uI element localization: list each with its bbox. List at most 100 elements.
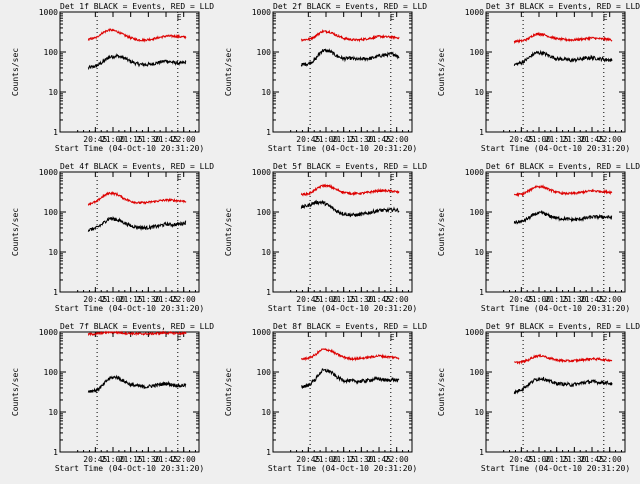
y-tick-label: 10 — [48, 248, 58, 257]
x-tick-label: 21:15 — [332, 295, 356, 304]
series-events-line — [87, 374, 187, 394]
series-events-line — [513, 376, 613, 395]
x-tick-label: 22:00 — [172, 455, 196, 464]
y-tick-label: 100 — [470, 48, 485, 57]
panel-det-3: Det 3f BLACK = Events, RED = LLD E 1 10 100 1… — [437, 2, 640, 153]
x-tick-label: 21:30 — [349, 455, 373, 464]
y-axis-label: Counts/sec — [11, 368, 20, 416]
y-tick-label: 1 — [266, 128, 271, 137]
y-tick-label: 10 — [474, 248, 484, 257]
y-axis-label: Counts/sec — [224, 48, 233, 96]
x-tick-label: 21:15 — [119, 295, 143, 304]
x-tick-label: 21:15 — [545, 135, 569, 144]
y-tick-label: 1000 — [252, 168, 271, 177]
y-tick-label: 1 — [53, 288, 58, 297]
series-lld-line — [300, 347, 400, 362]
x-tick-label: 21:30 — [136, 455, 160, 464]
panel-det-7: Det 7f BLACK = Events, RED = LLD E 1 10 100 1… — [11, 322, 214, 473]
x-tick-label: 22:00 — [172, 295, 196, 304]
series-lld-line — [87, 330, 187, 337]
end-marker: E — [177, 173, 182, 182]
x-tick-label: 21:45 — [580, 295, 604, 304]
x-tick-label: 20:45 — [296, 455, 320, 464]
y-tick-label: 1 — [479, 128, 484, 137]
x-tick-label: 21:45 — [367, 295, 391, 304]
x-tick-label: 21:00 — [314, 135, 338, 144]
x-tick-label: 21:30 — [562, 455, 586, 464]
y-axis-label: Counts/sec — [224, 208, 233, 256]
plot-frame — [59, 11, 200, 133]
end-marker: E — [390, 13, 395, 22]
plot-frame — [59, 171, 200, 293]
panel-det-4: Det 4f BLACK = Events, RED = LLD E 1 10 100 1… — [11, 162, 214, 313]
y-tick-label: 1 — [53, 448, 58, 457]
x-tick-label: 21:00 — [101, 295, 125, 304]
y-tick-label: 1 — [266, 448, 271, 457]
panel-title: Det 7f BLACK = Events, RED = LLD — [60, 322, 214, 331]
y-tick-label: 1000 — [465, 328, 484, 337]
panel-title: Det 1f BLACK = Events, RED = LLD — [60, 2, 214, 11]
x-tick-label: 22:00 — [385, 295, 409, 304]
series-events-line — [87, 53, 187, 71]
x-axis-label: Start Time (04-Oct-10 20:31:20) — [268, 464, 417, 473]
y-tick-label: 1000 — [252, 8, 271, 17]
x-axis-label: Start Time (04-Oct-10 20:31:20) — [481, 144, 630, 153]
y-axis-label: Counts/sec — [437, 48, 446, 96]
x-tick-label: 21:45 — [580, 455, 604, 464]
x-tick-label: 21:15 — [332, 135, 356, 144]
y-tick-label: 10 — [474, 408, 484, 417]
y-tick-label: 100 — [257, 368, 272, 377]
series-lld-line — [513, 31, 613, 45]
x-tick-label: 20:45 — [509, 455, 533, 464]
x-tick-label: 22:00 — [598, 455, 622, 464]
series-lld-line — [514, 353, 613, 366]
y-tick-label: 100 — [257, 208, 272, 217]
x-tick-label: 21:45 — [154, 135, 178, 144]
y-tick-label: 10 — [474, 88, 484, 97]
y-axis-label: Counts/sec — [437, 208, 446, 256]
series-events-line — [300, 199, 400, 218]
plot-frame — [272, 11, 413, 133]
x-tick-label: 21:45 — [580, 135, 604, 144]
x-tick-label: 21:30 — [349, 135, 373, 144]
y-tick-label: 1000 — [39, 328, 58, 337]
x-tick-label: 21:30 — [562, 135, 586, 144]
plot-frame — [272, 171, 413, 293]
x-tick-label: 21:30 — [349, 295, 373, 304]
y-tick-label: 100 — [470, 208, 485, 217]
x-tick-label: 21:45 — [154, 295, 178, 304]
panel-det-6: Det 6f BLACK = Events, RED = LLD E 1 10 100 1… — [437, 162, 640, 313]
x-tick-label: 22:00 — [385, 455, 409, 464]
x-tick-label: 20:45 — [296, 135, 320, 144]
series-lld-line — [300, 183, 400, 197]
end-marker: E — [177, 333, 182, 342]
y-axis-label: Counts/sec — [11, 48, 20, 96]
y-axis-label: Counts/sec — [11, 208, 20, 256]
x-tick-label: 22:00 — [172, 135, 196, 144]
panel-title: Det 9f BLACK = Events, RED = LLD — [486, 322, 640, 331]
x-tick-label: 21:45 — [154, 455, 178, 464]
x-tick-label: 21:15 — [545, 455, 569, 464]
y-tick-label: 100 — [44, 368, 59, 377]
x-tick-label: 21:30 — [562, 295, 586, 304]
end-marker: E — [603, 173, 608, 182]
panel-title: Det 6f BLACK = Events, RED = LLD — [486, 162, 640, 171]
series-events-line — [513, 49, 613, 67]
y-tick-label: 1000 — [252, 328, 271, 337]
panel-det-8: Det 8f BLACK = Events, RED = LLD E 1 10 100 1… — [224, 322, 427, 473]
y-tick-label: 1 — [479, 448, 484, 457]
x-tick-label: 21:00 — [101, 455, 125, 464]
x-tick-label: 20:45 — [83, 295, 107, 304]
y-axis-label: Counts/sec — [437, 368, 446, 416]
x-tick-label: 21:45 — [367, 135, 391, 144]
x-axis-label: Start Time (04-Oct-10 20:31:20) — [268, 144, 417, 153]
x-tick-label: 21:15 — [332, 455, 356, 464]
panel-det-9: Det 9f BLACK = Events, RED = LLD E 1 10 100 1… — [437, 322, 640, 473]
y-tick-label: 1000 — [39, 168, 58, 177]
panel-det-1: Det 1f BLACK = Events, RED = LLD E 1 10 100 1… — [11, 2, 214, 153]
x-axis-label: Start Time (04-Oct-10 20:31:20) — [55, 304, 204, 313]
x-tick-label: 21:15 — [119, 135, 143, 144]
x-tick-label: 20:45 — [83, 455, 107, 464]
series-lld-line — [87, 191, 187, 207]
